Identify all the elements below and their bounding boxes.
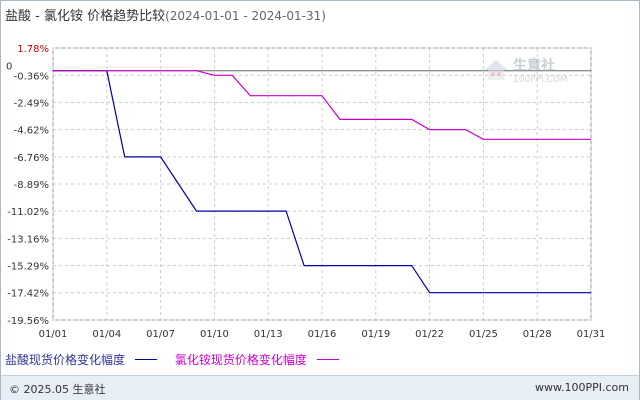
x-tick-label: 01/22 — [415, 329, 444, 340]
legend-label-nh4cl: 氯化铵现货价格变化幅度 — [174, 353, 307, 367]
title-range: (2024-01-01 - 2024-01-31) — [165, 9, 326, 23]
series-line-nh4cl — [53, 70, 591, 140]
y-tick-label: -6.76% — [14, 153, 49, 164]
y-tick-label: -17.42% — [7, 289, 49, 300]
x-tick-label: 01/07 — [146, 329, 175, 340]
y-tick-label: -11.02% — [7, 207, 49, 218]
watermark-name: 生意社 — [513, 58, 555, 74]
line-chart: 1.78% -0.36% -2.49% -4.62% -6.76% -8.89% -11.0… — [6, 44, 606, 340]
watermark: 生意社 100PPI.COM — [483, 55, 568, 85]
legend-label-hcl: 盐酸现货价格变化幅度 — [5, 353, 126, 367]
legend-swatch-nh4cl — [316, 359, 339, 360]
house-logo-icon — [484, 60, 508, 80]
y-tick-label: -0.36% — [14, 71, 49, 82]
legend-item-nh4cl: 氯化铵现货价格变化幅度 — [175, 351, 339, 368]
zero-label: 0 — [6, 62, 12, 73]
footer-copyright: © 2025.05 生意社 — [9, 383, 106, 396]
legend-swatch-hcl — [135, 359, 158, 360]
y-tick-label: 1.78% — [17, 44, 49, 55]
y-tick-label: -2.49% — [14, 98, 49, 109]
y-tick-label: -8.89% — [14, 180, 49, 191]
legend-item-hcl: 盐酸现货价格变化幅度 — [5, 351, 158, 368]
x-tick-label: 01/01 — [39, 329, 68, 340]
x-tick-label: 01/31 — [577, 329, 606, 340]
footer-url[interactable]: www.100PPI.com — [535, 381, 629, 394]
y-tick-label: -15.29% — [7, 262, 49, 273]
series-line-hcl — [53, 70, 591, 294]
title-main: 盐酸 - 氯化铵 价格趋势比较 — [5, 9, 166, 24]
x-tick-label: 01/10 — [200, 329, 229, 340]
x-tick-label: 01/16 — [308, 329, 337, 340]
legend: 盐酸现货价格变化幅度 氯化铵现货价格变化幅度 — [5, 351, 353, 368]
footer: © 2025.05 生意社 www.100PPI.com — [1, 375, 639, 400]
y-tick-label: -4.62% — [14, 126, 49, 137]
y-tick-label: -13.16% — [7, 234, 49, 245]
x-tick-label: 01/04 — [92, 329, 121, 340]
chart-title: 盐酸 - 氯化铵 价格趋势比较(2024-01-01 - 2024-01-31) — [5, 5, 326, 24]
x-tick-label: 01/28 — [523, 329, 552, 340]
x-tick-label: 01/13 — [254, 329, 283, 340]
watermark-url: 100PPI.COM — [513, 75, 568, 85]
y-tick-label: -19.56% — [7, 316, 49, 327]
x-tick-label: 01/19 — [361, 329, 390, 340]
x-tick-label: 01/25 — [469, 329, 498, 340]
